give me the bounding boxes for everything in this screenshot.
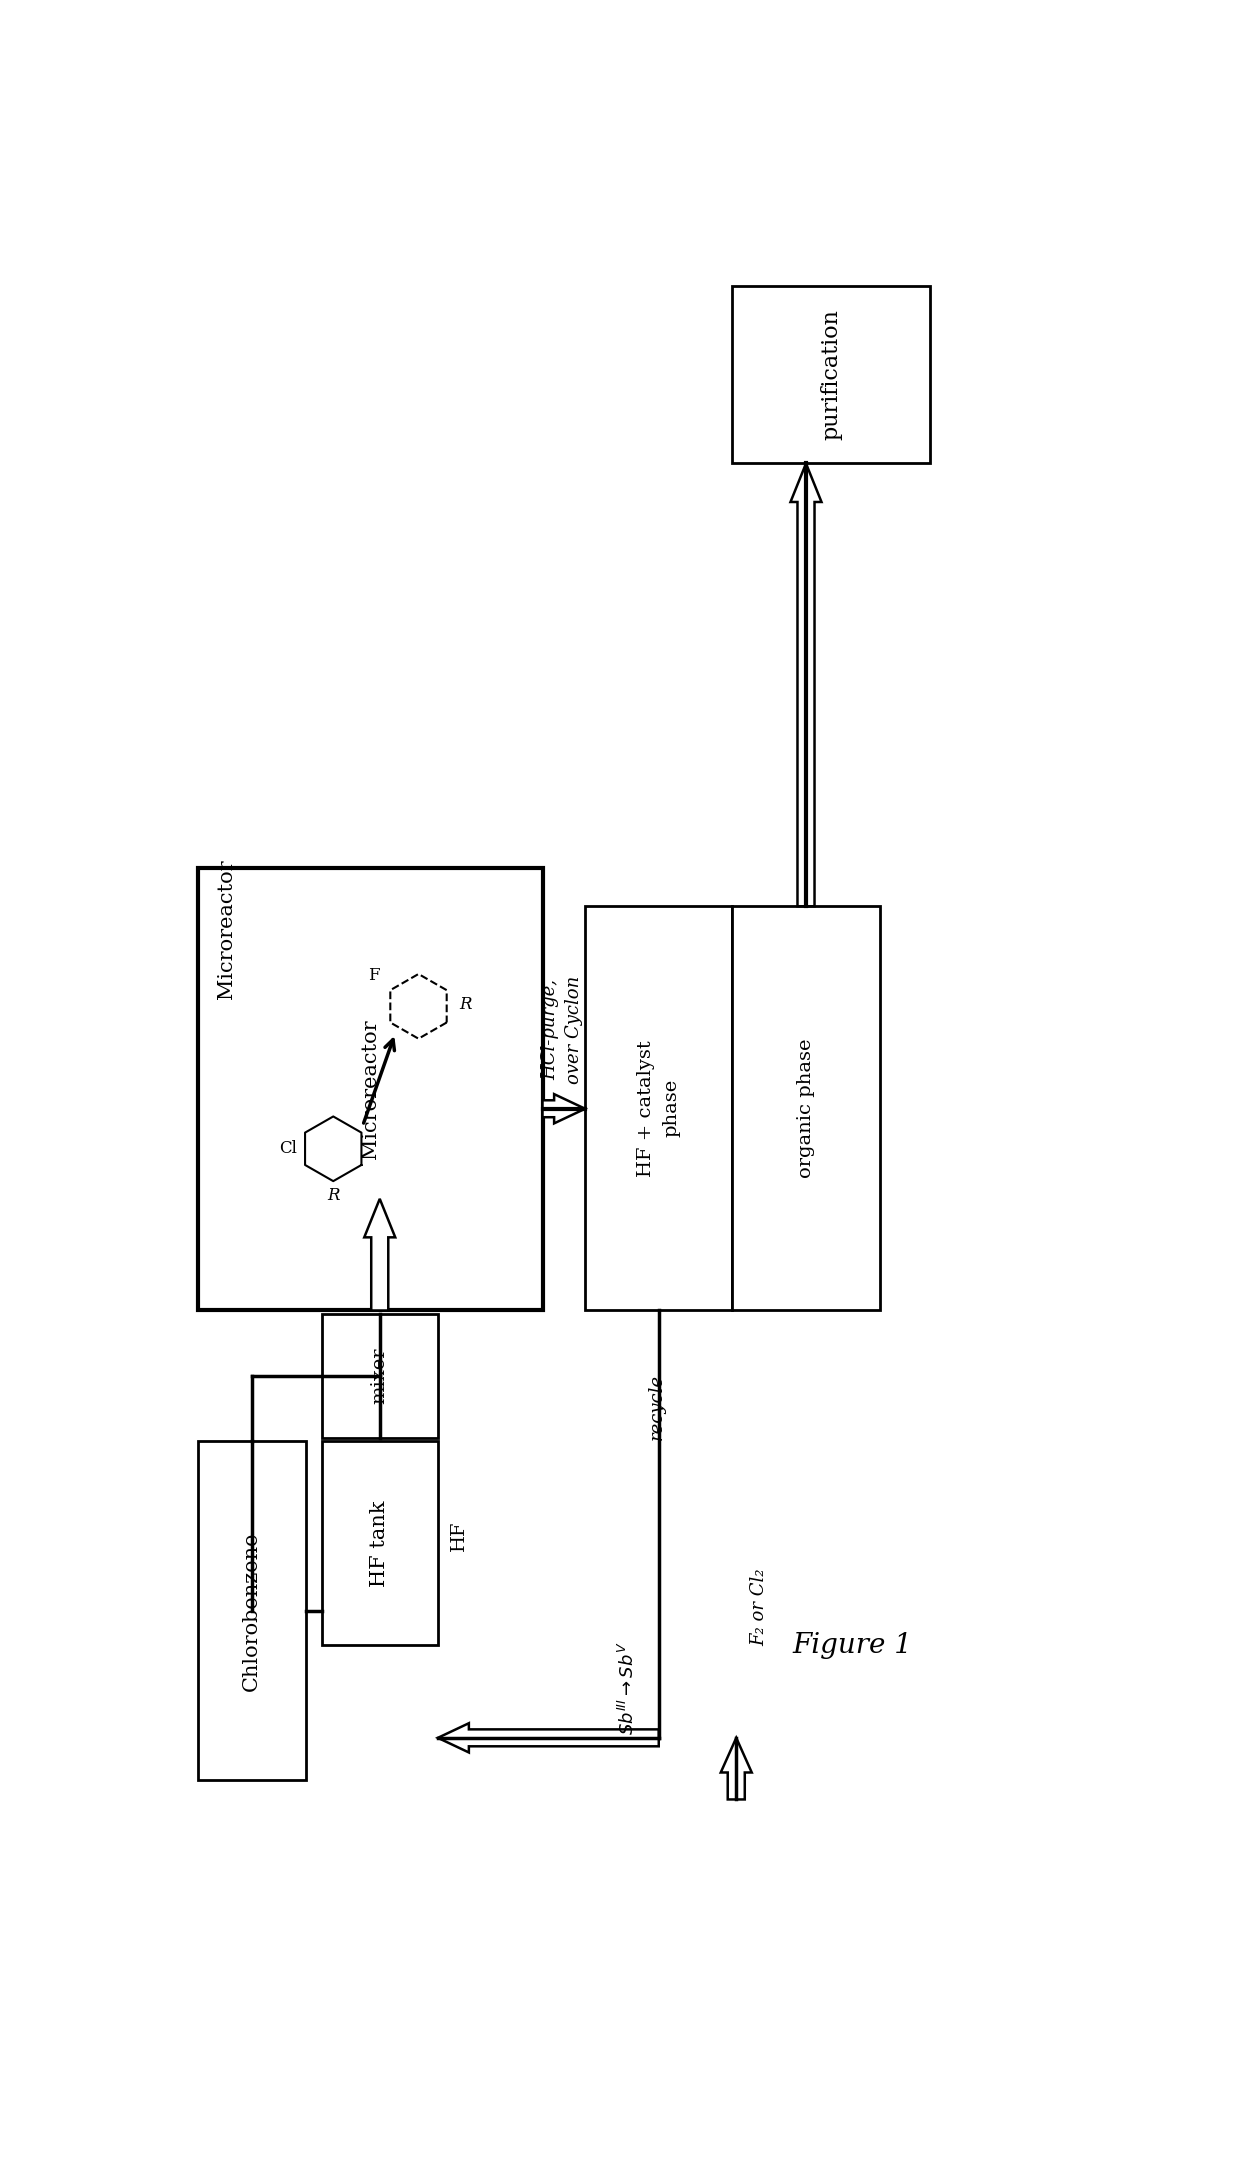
Text: recycle: recycle — [649, 1373, 666, 1440]
Text: organic phase: organic phase — [797, 1038, 815, 1178]
Text: F₂ or Cl₂: F₂ or Cl₂ — [750, 1567, 769, 1645]
Polygon shape — [720, 1738, 751, 1799]
Text: Microreactor: Microreactor — [217, 860, 236, 999]
Text: R: R — [459, 997, 471, 1014]
Text: HCl-purge,
over Cyclon: HCl-purge, over Cyclon — [541, 975, 583, 1083]
Text: F: F — [368, 966, 379, 984]
Bar — [321, 1442, 438, 1645]
Bar — [321, 1314, 438, 1438]
Bar — [733, 906, 879, 1310]
Text: HF: HF — [450, 1520, 467, 1552]
Text: Chlorobenzene: Chlorobenzene — [242, 1531, 262, 1691]
Bar — [733, 285, 930, 463]
Polygon shape — [365, 1200, 396, 1310]
Polygon shape — [438, 1723, 658, 1753]
Bar — [585, 906, 733, 1310]
Text: Figure 1: Figure 1 — [792, 1632, 913, 1658]
Bar — [197, 867, 543, 1310]
Polygon shape — [791, 463, 821, 906]
Text: Cl: Cl — [279, 1139, 296, 1157]
Text: Microreactor: Microreactor — [361, 1018, 379, 1159]
Text: $Sb^{III} \rightarrow Sb^{V}$: $Sb^{III} \rightarrow Sb^{V}$ — [618, 1641, 637, 1734]
Text: purification: purification — [820, 309, 842, 441]
Polygon shape — [543, 1094, 585, 1124]
Text: HF + catalyst
phase: HF + catalyst phase — [637, 1040, 681, 1176]
Bar — [197, 1442, 306, 1779]
Text: HF tank: HF tank — [371, 1500, 389, 1587]
Text: mixer: mixer — [371, 1347, 389, 1403]
Text: R: R — [327, 1187, 340, 1204]
